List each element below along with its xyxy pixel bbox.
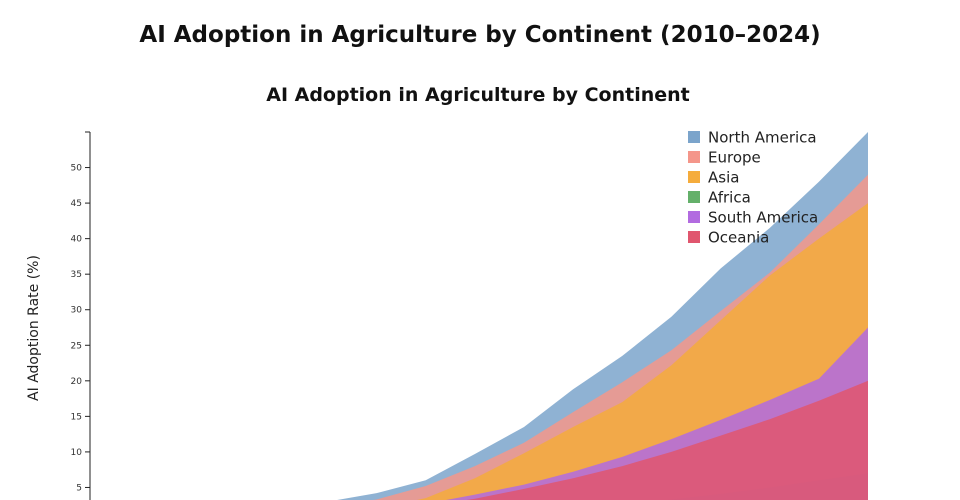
y-axis-label: AI Adoption Rate (%) — [26, 255, 42, 401]
legend-label-3: Africa — [708, 189, 751, 207]
y-tick-label-1: 10 — [71, 448, 83, 458]
legend: North America Europe Asia Africa South Ameri… — [688, 129, 818, 247]
legend-swatch-5 — [688, 231, 700, 243]
legend-swatch-1 — [688, 151, 700, 163]
legend-swatch-3 — [688, 191, 700, 203]
legend-label-2: Asia — [708, 169, 739, 187]
y-tick-label-6: 35 — [71, 270, 82, 280]
y-axis: 5 10 15 20 25 30 35 40 45 50 — [71, 131, 91, 500]
y-tick-label-0: 5 — [76, 483, 82, 493]
legend-label-5: Oceania — [708, 229, 769, 247]
page-title: AI Adoption in Agriculture by Continent … — [139, 22, 821, 48]
y-tick-label-5: 30 — [71, 306, 83, 316]
area-series-5 — [466, 380, 868, 500]
legend-swatch-2 — [688, 171, 700, 183]
legend-swatch-4 — [688, 211, 700, 223]
y-tick-label-2: 15 — [71, 412, 82, 422]
y-tick-label-9: 50 — [71, 164, 83, 174]
legend-label-0: North America — [708, 129, 817, 147]
y-tick-label-7: 40 — [71, 235, 83, 245]
y-tick-label-3: 20 — [71, 377, 83, 387]
y-tick-label-4: 25 — [71, 341, 82, 351]
legend-swatch-0 — [688, 131, 700, 143]
y-tick-label-8: 45 — [71, 199, 82, 209]
legend-label-4: South America — [708, 209, 818, 227]
chart-areas — [337, 132, 868, 500]
legend-label-1: Europe — [708, 149, 761, 167]
chart-title: AI Adoption in Agriculture by Continent — [266, 84, 690, 106]
